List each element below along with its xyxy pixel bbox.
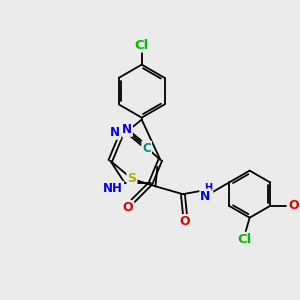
Text: O: O [123,201,133,214]
Text: N: N [110,126,120,139]
Text: O: O [288,200,299,212]
Text: N: N [122,123,132,136]
Text: NH: NH [103,182,123,195]
Text: O: O [180,215,190,228]
Text: H: H [204,183,212,193]
Text: N: N [200,190,211,202]
Text: Cl: Cl [238,233,252,246]
Text: C: C [142,142,151,154]
Text: S: S [128,172,136,185]
Text: Cl: Cl [135,38,149,52]
